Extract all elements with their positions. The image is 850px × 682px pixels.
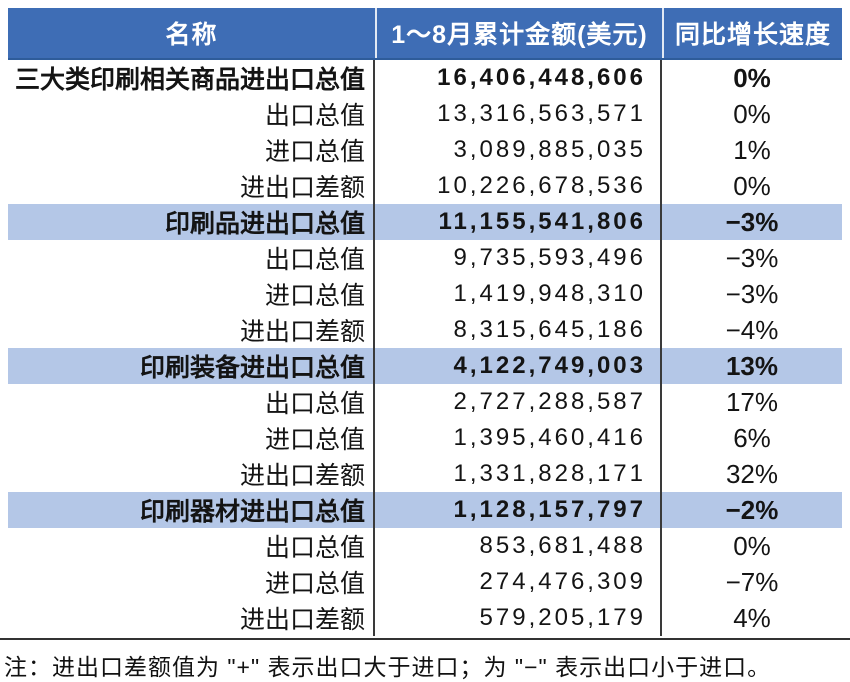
section-total-row: 印刷器材进出口总值 1,128,157,797 −2%: [8, 492, 842, 528]
row-amount-cell: 11,155,541,806: [375, 204, 662, 240]
row-growth-cell: −2%: [725, 494, 779, 525]
row-amount-cell: 579,205,179: [375, 600, 662, 636]
row-amount-cell: 9,735,593,496: [375, 240, 662, 276]
row-growth-cell: −4%: [725, 314, 779, 345]
table-row: 出口总值 2,727,288,587 17%: [8, 384, 842, 420]
row-name-cell: 进口总值: [8, 564, 375, 600]
row-growth-cell: −7%: [725, 566, 779, 597]
row-growth-cell: 0%: [733, 530, 771, 561]
row-growth-cell: 0%: [733, 62, 771, 93]
row-amount-cell: 10,226,678,536: [375, 168, 662, 204]
section-total-row: 三大类印刷相关商品进出口总值 16,406,448,606 0%: [8, 60, 842, 96]
row-growth-cell: 32%: [725, 458, 779, 489]
row-growth-cell: 17%: [725, 386, 779, 417]
section-total-row: 印刷装备进出口总值 4,122,749,003 13%: [8, 348, 842, 384]
row-amount-cell: 13,316,563,571: [375, 96, 662, 132]
row-name-cell: 出口总值: [8, 96, 375, 132]
table-row: 进口总值 1,395,460,416 6%: [8, 420, 842, 456]
column-header-growth: 同比增长速度: [662, 8, 842, 58]
row-growth-cell: 0%: [733, 98, 771, 129]
row-growth-cell: −3%: [725, 242, 779, 273]
row-amount-cell: 8,315,645,186: [375, 312, 662, 348]
table-body: 三大类印刷相关商品进出口总值 16,406,448,606 0% 出口总值 13,316…: [8, 60, 842, 636]
row-name-cell: 出口总值: [8, 384, 375, 420]
table-bottom-divider: [0, 638, 850, 640]
footnote-text: 注：进出口差额值为 "+" 表示出口大于进口；为 "−" 表示出口小于进口。: [4, 654, 772, 680]
table-header-row: 名称 1～8月累计金额(美元) 同比增长速度: [8, 8, 842, 60]
row-growth-cell: 1%: [733, 134, 771, 165]
row-amount-cell: 4,122,749,003: [375, 348, 662, 384]
table-row: 出口总值 853,681,488 0%: [8, 528, 842, 564]
row-growth-cell: 13%: [725, 350, 779, 381]
row-growth-cell: 0%: [733, 170, 771, 201]
row-name-cell: 进出口差额: [8, 168, 375, 204]
row-amount-cell: 2,727,288,587: [375, 384, 662, 420]
row-amount-cell: 853,681,488: [375, 528, 662, 564]
row-name-cell: 印刷器材进出口总值: [8, 492, 375, 528]
table-row: 进出口差额 1,331,828,171 32%: [8, 456, 842, 492]
table-row: 进口总值 3,089,885,035 1%: [8, 132, 842, 168]
row-name-cell: 进口总值: [8, 420, 375, 456]
row-name-cell: 印刷品进出口总值: [8, 204, 375, 240]
row-name-cell: 出口总值: [8, 528, 375, 564]
row-growth-cell: −3%: [725, 278, 779, 309]
table-row: 进口总值 1,419,948,310 −3%: [8, 276, 842, 312]
table-row: 进出口差额 579,205,179 4%: [8, 600, 842, 636]
row-name-cell: 进出口差额: [8, 456, 375, 492]
row-amount-cell: 1,395,460,416: [375, 420, 662, 456]
row-amount-cell: 1,331,828,171: [375, 456, 662, 492]
row-name-cell: 三大类印刷相关商品进出口总值: [8, 60, 375, 96]
row-growth-cell: 6%: [733, 422, 771, 453]
table-row: 出口总值 13,316,563,571 0%: [8, 96, 842, 132]
table-row: 进出口差额 8,315,645,186 −4%: [8, 312, 842, 348]
table-row: 进出口差额 10,226,678,536 0%: [8, 168, 842, 204]
table-row: 进口总值 274,476,309 −7%: [8, 564, 842, 600]
row-amount-cell: 3,089,885,035: [375, 132, 662, 168]
row-amount-cell: 1,419,948,310: [375, 276, 662, 312]
row-amount-cell: 16,406,448,606: [375, 60, 662, 96]
row-name-cell: 进口总值: [8, 276, 375, 312]
row-name-cell: 出口总值: [8, 240, 375, 276]
column-header-amount: 1～8月累计金额(美元): [375, 8, 662, 58]
row-amount-cell: 274,476,309: [375, 564, 662, 600]
row-name-cell: 进口总值: [8, 132, 375, 168]
import-export-table: 名称 1～8月累计金额(美元) 同比增长速度 三大类印刷相关商品进出口总值 16,…: [8, 8, 842, 636]
row-growth-cell: 4%: [733, 602, 771, 633]
column-header-name: 名称: [165, 21, 218, 49]
row-name-cell: 进出口差额: [8, 600, 375, 636]
row-growth-cell: −3%: [725, 206, 779, 237]
table-row: 出口总值 9,735,593,496 −3%: [8, 240, 842, 276]
section-total-row: 印刷品进出口总值 11,155,541,806 −3%: [8, 204, 842, 240]
row-name-cell: 印刷装备进出口总值: [8, 348, 375, 384]
row-amount-cell: 1,128,157,797: [375, 492, 662, 528]
row-name-cell: 进出口差额: [8, 312, 375, 348]
